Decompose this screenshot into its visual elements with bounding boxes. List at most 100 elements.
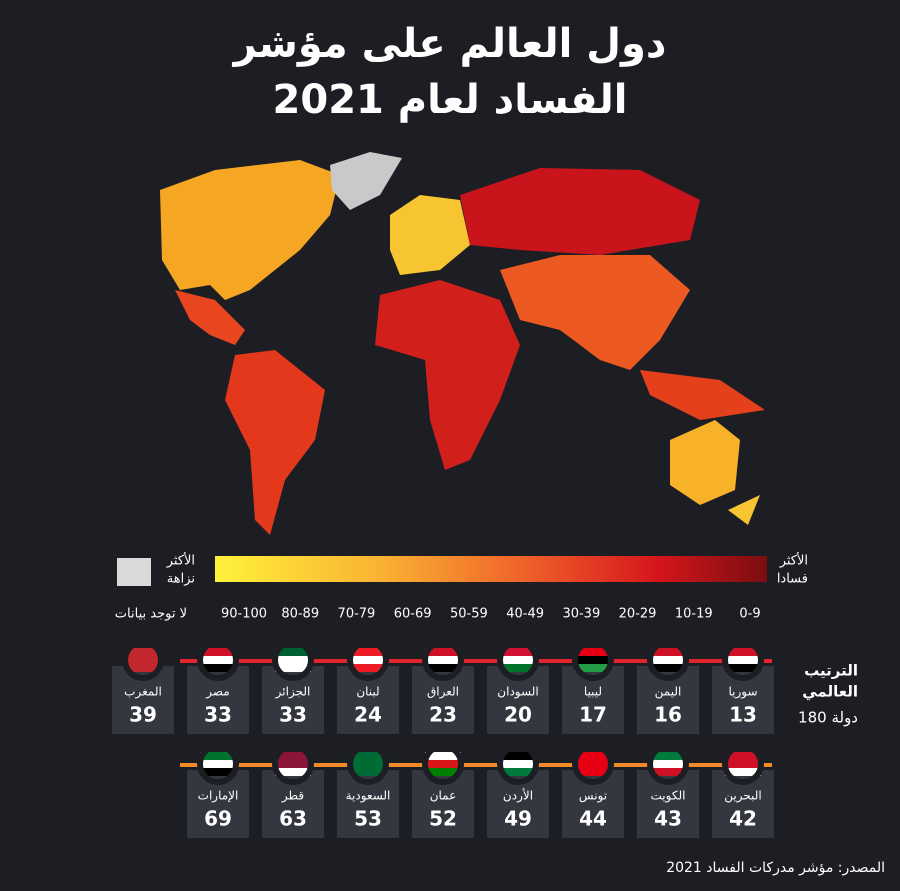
flag-stripe xyxy=(725,768,761,776)
flag-stripe xyxy=(125,664,161,672)
country-name: سوريا xyxy=(728,685,757,700)
greenland xyxy=(330,152,402,210)
country-name: عمان xyxy=(430,789,457,803)
country-name: الإمارات xyxy=(198,789,239,804)
country-name: الجزائر xyxy=(275,685,311,700)
country-card: مصر 33 xyxy=(187,639,249,734)
country-card: ليبيا 17 xyxy=(562,639,624,734)
country-card: عمان 52 xyxy=(412,743,474,838)
country-score: 69 xyxy=(204,807,232,831)
country-card: الأردن 49 xyxy=(487,743,549,838)
ranking-label: العالمي xyxy=(802,683,858,701)
flag-stripe xyxy=(650,752,686,760)
country-score: 52 xyxy=(429,807,457,831)
flag-ring xyxy=(647,639,689,681)
central-america xyxy=(175,290,245,345)
country-card: الكويت 43 xyxy=(637,743,699,838)
flag-stripe xyxy=(425,656,461,664)
flag-stripe xyxy=(500,752,536,760)
country-card: لبنان 24 xyxy=(337,639,399,734)
no-data-label: لا توجد بيانات xyxy=(115,607,187,622)
range-label: 20-29 xyxy=(619,607,657,622)
legend-label: الأكثر xyxy=(166,552,195,569)
flag-stripe xyxy=(500,664,536,672)
flag-stripe xyxy=(650,656,686,664)
flag-ring xyxy=(272,743,314,785)
flag-stripe xyxy=(350,664,386,672)
country-name: البحرين xyxy=(724,789,761,804)
country-name: الأردن xyxy=(503,788,533,804)
country-name: ليبيا xyxy=(584,685,602,699)
country-card: قطر 63 xyxy=(262,743,324,838)
country-score: 63 xyxy=(279,807,307,831)
flag-stripe xyxy=(350,648,386,656)
flag-ring xyxy=(572,639,614,681)
country-score: 16 xyxy=(654,703,682,727)
country-name: المغرب xyxy=(124,685,162,700)
flag-stripe xyxy=(200,768,236,776)
flag-stripe xyxy=(350,752,386,760)
flag-stripe xyxy=(275,768,311,776)
country-card: سوريا 13 xyxy=(712,639,774,734)
country-card: المغرب 39 xyxy=(112,639,174,734)
range-label: 0-9 xyxy=(739,607,760,622)
new-zealand xyxy=(728,495,760,525)
country-name: لبنان xyxy=(356,685,379,699)
flag-stripe xyxy=(275,648,311,656)
flag-stripe xyxy=(275,752,311,760)
flag-stripe xyxy=(275,656,311,664)
flag-stripe xyxy=(425,760,461,768)
range-label: 30-39 xyxy=(562,607,600,622)
australia xyxy=(670,420,740,505)
flag-ring xyxy=(722,743,764,785)
ranking-total: 180 دولة xyxy=(798,709,858,727)
range-label: 40-49 xyxy=(506,607,544,622)
country-score: 20 xyxy=(504,703,532,727)
russia xyxy=(460,168,700,255)
flag-stripe xyxy=(200,656,236,664)
flag-ring xyxy=(122,639,164,681)
title-line: دول العالم على مؤشر xyxy=(232,21,667,67)
flag-stripe xyxy=(350,768,386,776)
flag-stripe xyxy=(500,760,536,768)
flag-stripe xyxy=(200,760,236,768)
country-card: العراق 23 xyxy=(412,639,474,734)
flag-stripe xyxy=(425,648,461,656)
europe xyxy=(390,195,470,275)
country-name: الكويت xyxy=(651,789,686,804)
source: المصدر: مؤشر مدركات الفساد 2021 xyxy=(666,860,885,876)
flag-stripe xyxy=(425,752,461,760)
flag-stripe xyxy=(725,664,761,672)
country-card: البحرين 42 xyxy=(712,743,774,838)
flag-ring xyxy=(497,743,539,785)
flag-stripe xyxy=(350,656,386,664)
flag-stripe xyxy=(725,648,761,656)
flag-stripe xyxy=(425,768,461,776)
country-card: اليمن 16 xyxy=(637,639,699,734)
flag-stripe xyxy=(500,656,536,664)
southeast-asia xyxy=(640,370,765,420)
country-score: 23 xyxy=(429,703,457,727)
world-map xyxy=(160,152,765,535)
flag-stripe xyxy=(650,760,686,768)
flag-stripe xyxy=(575,768,611,776)
flag-ring xyxy=(347,743,389,785)
country-score: 33 xyxy=(279,703,307,727)
range-label: 80-89 xyxy=(281,607,319,622)
country-score: 33 xyxy=(204,703,232,727)
country-score: 24 xyxy=(354,703,382,727)
flag-ring xyxy=(647,743,689,785)
no-data-swatch xyxy=(117,558,151,586)
flag-ring xyxy=(722,639,764,681)
country-name: تونس xyxy=(579,789,607,804)
legend-label: نزاهة xyxy=(167,572,195,587)
flag-ring xyxy=(572,743,614,785)
flag-stripe xyxy=(725,656,761,664)
flag-stripe xyxy=(575,648,611,656)
country-score: 53 xyxy=(354,807,382,831)
country-card: السعودية 53 xyxy=(337,743,399,838)
country-score: 13 xyxy=(729,703,757,727)
range-label: 90-100 xyxy=(221,607,267,622)
